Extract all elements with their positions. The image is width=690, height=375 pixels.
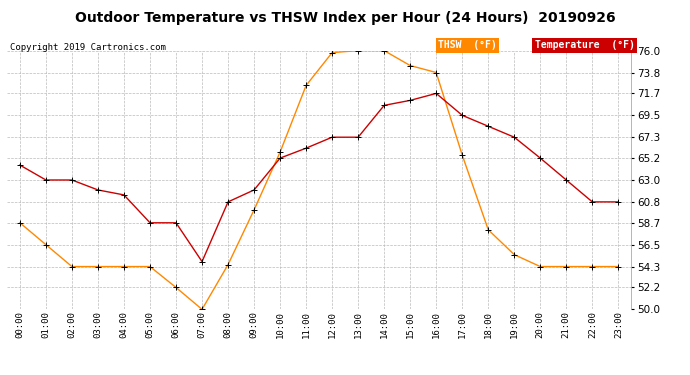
Text: Temperature  (°F): Temperature (°F) — [535, 40, 635, 50]
Text: THSW  (°F): THSW (°F) — [438, 40, 497, 50]
Text: Outdoor Temperature vs THSW Index per Hour (24 Hours)  20190926: Outdoor Temperature vs THSW Index per Ho… — [75, 11, 615, 25]
Text: Copyright 2019 Cartronics.com: Copyright 2019 Cartronics.com — [10, 43, 166, 52]
